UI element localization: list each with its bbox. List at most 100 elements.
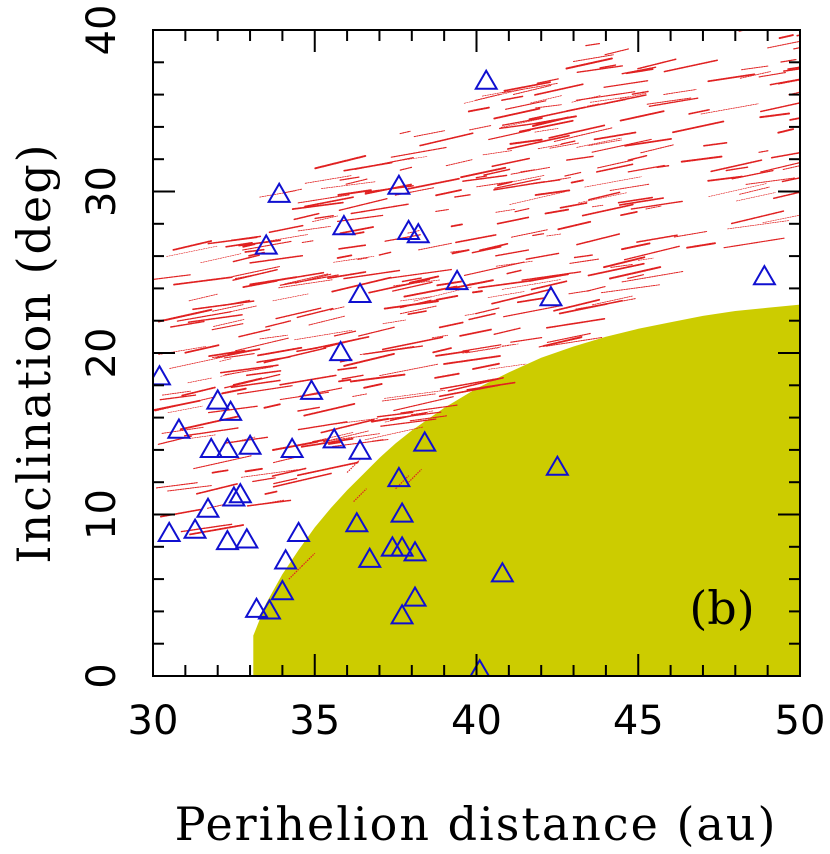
simulated-streak [279, 374, 337, 386]
simulated-streak [403, 285, 458, 298]
simulated-streak [725, 166, 749, 172]
simulated-streak [176, 311, 232, 322]
simulated-streak [188, 293, 218, 302]
simulated-streak [166, 245, 219, 257]
triangle-point [156, 520, 182, 542]
simulated-streak [573, 254, 593, 259]
simulated-streak [549, 142, 580, 149]
simulated-streak [236, 385, 293, 395]
simulated-streak [249, 254, 304, 264]
simulated-streak [343, 269, 401, 280]
simulated-streak [782, 165, 800, 170]
simulated-streak [770, 152, 800, 159]
simulated-streak [364, 426, 424, 441]
simulated-streak [170, 320, 205, 328]
simulated-streak [617, 196, 654, 204]
simulated-streak [777, 128, 795, 134]
simulated-streak [545, 337, 603, 347]
simulated-streak [399, 305, 437, 315]
simulated-streak [460, 166, 507, 179]
simulated-streak [272, 293, 309, 302]
simulated-streak [265, 320, 292, 328]
simulated-streak [389, 268, 453, 279]
simulated-streak [192, 300, 255, 311]
simulated-streak [212, 304, 244, 312]
simulated-streak [363, 383, 383, 389]
triangle-point [328, 339, 353, 362]
simulated-streak [488, 363, 527, 370]
simulated-streak [500, 118, 544, 128]
simulated-streak [220, 371, 242, 377]
simulated-streak [241, 469, 298, 478]
simulated-streak [392, 281, 433, 292]
simulated-streak [242, 240, 292, 251]
simulated-streak [408, 275, 440, 284]
simulated-streak [232, 254, 261, 263]
simulated-streak [312, 432, 354, 443]
simulated-streak [501, 82, 558, 94]
simulated-streak [207, 405, 259, 414]
simulated-streak [604, 48, 630, 56]
simulated-streak [482, 150, 513, 156]
simulated-streak [593, 131, 637, 141]
simulated-streak [730, 210, 785, 225]
simulated-streak [481, 90, 510, 97]
simulated-streak [179, 415, 240, 431]
simulated-streak [591, 204, 604, 208]
simulated-streak [793, 46, 800, 50]
simulated-streak [483, 168, 511, 176]
simulated-streak [703, 141, 728, 147]
simulated-streak [259, 334, 288, 340]
simulated-streak [491, 157, 530, 168]
simulated-streak [586, 103, 600, 107]
simulated-streak [263, 403, 281, 409]
triangle-point [205, 388, 230, 410]
axis-ticks [152, 29, 801, 677]
simulated-streak [208, 349, 246, 357]
simulated-streak [534, 189, 571, 196]
simulated-streak [443, 354, 502, 365]
simulated-streak [438, 321, 464, 329]
simulated-streak [401, 277, 423, 283]
simulated-streak [475, 175, 488, 179]
simulated-streak [323, 430, 369, 443]
simulated-streak [273, 477, 298, 485]
simulated-streak [560, 140, 576, 145]
simulated-streak [390, 146, 447, 158]
simulated-streak [303, 402, 356, 417]
simulated-streak [312, 215, 338, 222]
triangle-point [406, 222, 431, 244]
simulated-streak [471, 245, 502, 254]
simulated-streak [475, 93, 501, 101]
simulated-streak [627, 274, 645, 280]
simulated-streak [468, 312, 497, 321]
simulated-streak [238, 239, 282, 247]
y-axis-title: Inclination (deg) [7, 142, 61, 563]
simulated-streak [707, 73, 756, 83]
simulated-streak [759, 112, 791, 119]
simulated-streak [418, 242, 452, 251]
simulated-streak [206, 503, 225, 509]
simulated-streak [510, 229, 549, 238]
simulated-streak [153, 274, 192, 280]
simulated-streak [321, 181, 376, 189]
simulated-streak [419, 132, 475, 147]
simulated-streak [435, 189, 462, 197]
simulated-streak [663, 89, 697, 95]
simulated-streak [588, 139, 622, 147]
simulated-streak [349, 373, 407, 383]
simulated-streak [327, 271, 367, 280]
triangle-point [244, 596, 269, 618]
triangle-point [538, 285, 564, 307]
simulated-streak [528, 273, 569, 282]
simulated-streak [268, 224, 304, 234]
simulated-streak [710, 159, 763, 173]
simulated-streak [618, 197, 665, 206]
simulated-streak [338, 244, 367, 250]
simulated-streak [219, 358, 232, 362]
simulated-streak [252, 477, 276, 483]
triangle-point [257, 598, 282, 620]
simulated-streak [407, 177, 460, 190]
simulated-streak [291, 201, 344, 210]
y-tick-label: 40 [79, 5, 125, 56]
